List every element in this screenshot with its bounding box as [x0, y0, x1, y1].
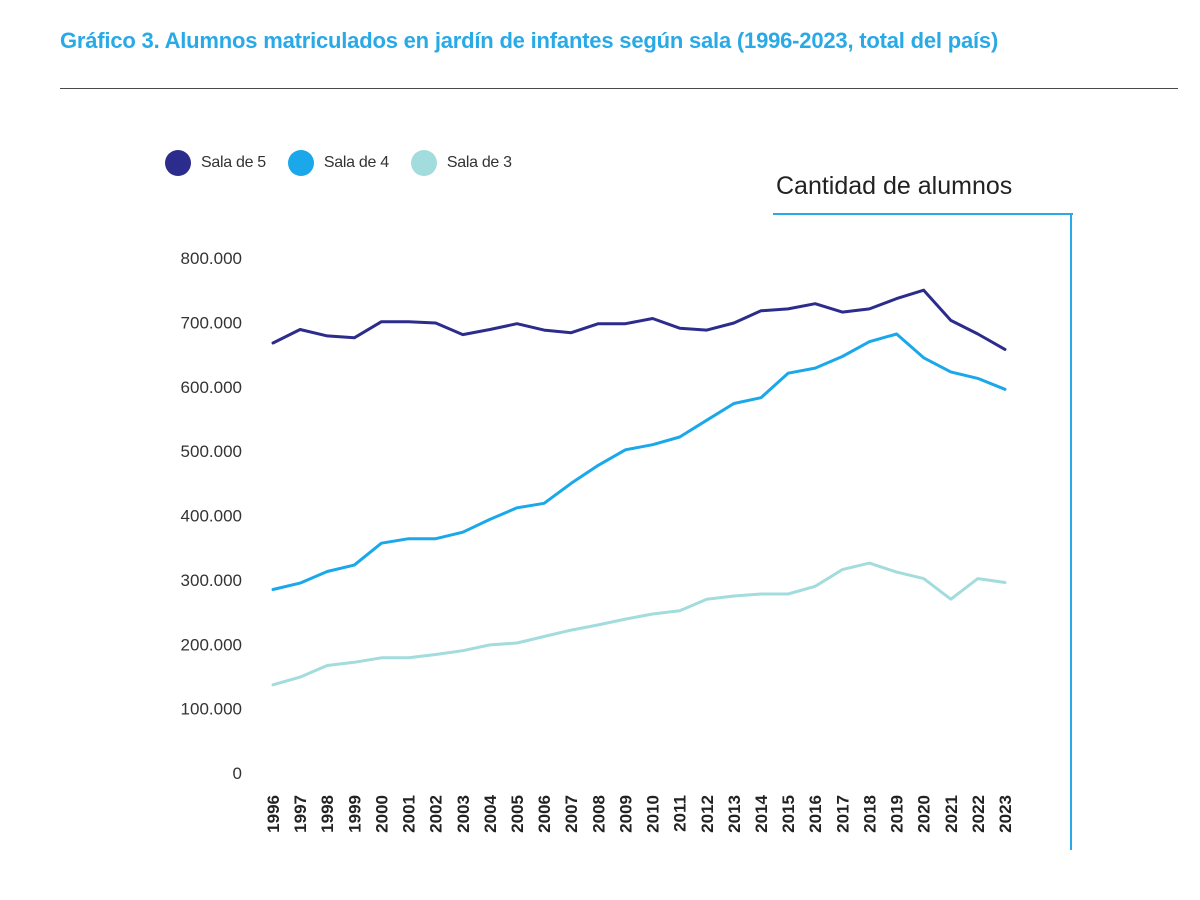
legend-swatch-sala-4 — [287, 150, 314, 176]
x-tick-label: 2007 — [562, 795, 581, 833]
x-tick-label: 2005 — [508, 795, 527, 833]
title-divider — [60, 88, 1178, 89]
x-tick-label: 2019 — [888, 795, 907, 833]
legend-label-sala-5: Sala de 5 — [201, 154, 266, 171]
y-axis-ticks: 0 100.000 200.000 300.000 400.000 500.000 600.… — [181, 249, 242, 783]
x-tick-label: 2014 — [752, 794, 771, 832]
x-tick-label: 2010 — [644, 795, 663, 833]
y-tick-label: 0 — [233, 764, 242, 783]
legend-item-sala-5: Sala de 5 — [165, 150, 266, 176]
x-tick-label: 2013 — [725, 795, 744, 833]
frame-top-line — [773, 213, 1073, 215]
legend-label-sala-3: Sala de 3 — [446, 154, 512, 171]
x-tick-label: 2017 — [833, 795, 852, 833]
x-tick-label: 2004 — [481, 794, 500, 832]
x-tick-label: 2006 — [535, 795, 554, 833]
y-tick-label: 800.000 — [181, 249, 242, 268]
x-tick-label: 2022 — [969, 795, 988, 833]
y-tick-label: 700.000 — [181, 313, 242, 332]
x-tick-label: 2008 — [589, 795, 608, 833]
series-lines — [271, 288, 1007, 687]
legend-label-sala-4: Sala de 4 — [323, 154, 389, 171]
x-tick-label: 2009 — [616, 795, 635, 833]
y-tick-label: 600.000 — [181, 378, 242, 397]
x-tick-label: 2000 — [372, 795, 391, 833]
y-tick-label: 400.000 — [181, 507, 242, 526]
x-tick-label: 2002 — [427, 795, 446, 833]
y-tick-label: 100.000 — [181, 700, 242, 719]
series-line-sala-de-3 — [271, 561, 1007, 687]
x-tick-label: 1996 — [264, 795, 283, 833]
x-tick-label: 2018 — [860, 795, 879, 833]
series-line-sala-de-5 — [271, 288, 1007, 351]
y-axis-title: Cantidad de alumnos — [776, 172, 1013, 200]
chart-title: Gráfico 3. Alumnos matriculados en jardí… — [60, 28, 999, 53]
x-tick-label: 1999 — [345, 795, 364, 833]
legend-swatch-sala-5 — [165, 150, 191, 176]
x-tick-label: 2001 — [400, 795, 419, 833]
frame-right-line — [1070, 213, 1072, 850]
x-tick-label: 2003 — [454, 795, 473, 833]
x-tick-label: 1998 — [318, 795, 337, 833]
x-tick-label: 2020 — [915, 795, 934, 833]
x-tick-label: 2015 — [779, 795, 798, 833]
legend: Sala de 5 Sala de 4 Sala de 3 — [165, 150, 534, 176]
x-tick-label: 2016 — [806, 795, 825, 833]
x-tick-label: 2011 — [671, 795, 690, 832]
y-tick-label: 200.000 — [181, 635, 242, 654]
y-tick-label: 500.000 — [181, 442, 242, 461]
x-tick-label: 2021 — [942, 795, 961, 833]
y-tick-label: 300.000 — [181, 571, 242, 590]
legend-item-sala-4: Sala de 4 — [287, 150, 389, 176]
x-tick-label: 2023 — [996, 795, 1015, 833]
series-line-sala-de-4 — [271, 332, 1007, 591]
x-tick-label: 2012 — [698, 795, 717, 833]
x-axis-ticks: 1996 1997 1998 1999 2000 2001 2002 2003 2004 2005… — [264, 794, 1015, 832]
x-tick-label: 1997 — [291, 795, 310, 833]
legend-swatch-sala-3 — [410, 150, 437, 176]
legend-item-sala-3: Sala de 3 — [410, 150, 512, 176]
